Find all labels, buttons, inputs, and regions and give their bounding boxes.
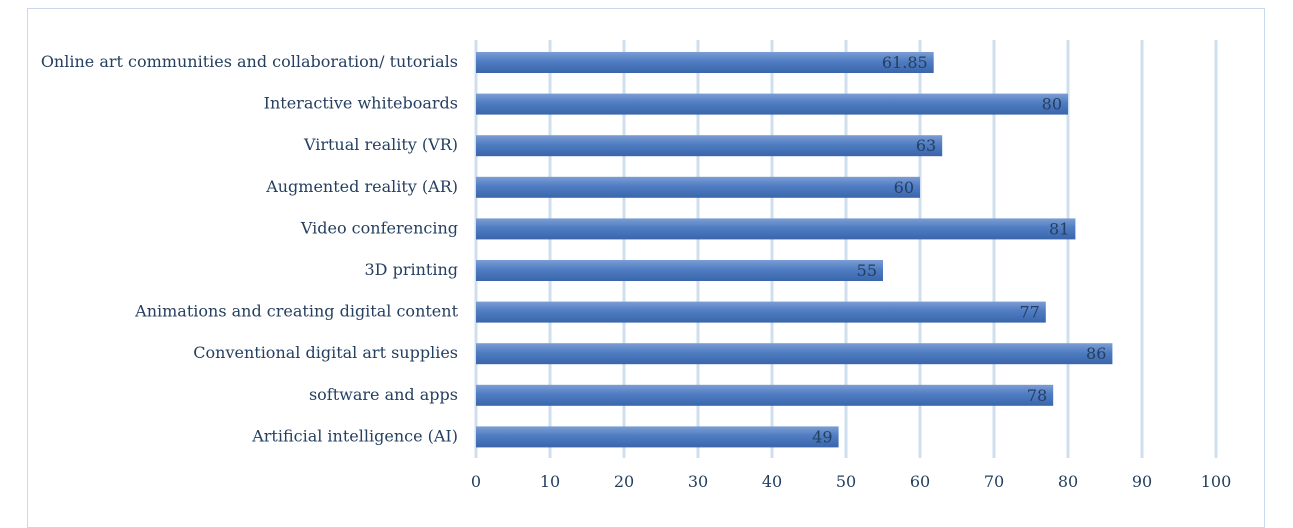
bar bbox=[476, 218, 1076, 240]
bar bbox=[476, 384, 1054, 406]
bar bbox=[476, 93, 1068, 115]
bar bbox=[476, 260, 883, 281]
category-label: Video conferencing bbox=[300, 218, 458, 237]
x-tick-label: 0 bbox=[471, 472, 481, 491]
bar-value-label: 60 bbox=[894, 178, 914, 197]
bar bbox=[476, 135, 943, 157]
bar-value-label: 49 bbox=[812, 427, 832, 446]
bar-chart: 61.85 80 63 60 81 55 77 86 78 49 Online art commu… bbox=[41, 40, 1231, 491]
bar-value-label: 81 bbox=[1049, 219, 1069, 238]
bar bbox=[476, 301, 1046, 323]
bar-value-label: 63 bbox=[916, 136, 936, 155]
bar-value-label: 86 bbox=[1086, 344, 1106, 363]
category-label: Online art communities and collaboration… bbox=[41, 52, 458, 71]
bar bbox=[476, 52, 934, 73]
x-tick-label: 80 bbox=[1058, 472, 1078, 491]
x-tick-label: 100 bbox=[1201, 472, 1232, 491]
bar-value-label: 78 bbox=[1027, 386, 1047, 405]
x-tick-label: 70 bbox=[984, 472, 1004, 491]
x-axis-tick-labels: 0 10 20 30 40 50 60 70 80 90 100 bbox=[471, 472, 1231, 491]
bar-value-label: 77 bbox=[1019, 303, 1039, 322]
x-tick-label: 40 bbox=[762, 472, 782, 491]
x-tick-label: 10 bbox=[540, 472, 560, 491]
bar-value-label: 55 bbox=[857, 261, 877, 280]
bar-value-label: 61.85 bbox=[882, 53, 928, 72]
x-tick-label: 90 bbox=[1132, 472, 1152, 491]
x-tick-label: 60 bbox=[910, 472, 930, 491]
category-label: software and apps bbox=[309, 385, 458, 404]
category-labels: Online art communities and collaboration… bbox=[41, 52, 459, 445]
x-tick-label: 20 bbox=[614, 472, 634, 491]
category-label: Animations and creating digital content bbox=[134, 302, 458, 321]
bar bbox=[476, 343, 1113, 365]
category-label: Augmented reality (AR) bbox=[265, 177, 458, 196]
bars bbox=[476, 52, 1113, 448]
data-labels: 61.85 80 63 60 81 55 77 86 78 49 bbox=[812, 53, 1106, 446]
x-tick-label: 50 bbox=[836, 472, 856, 491]
category-label: Artificial intelligence (AI) bbox=[251, 426, 458, 445]
category-label: 3D printing bbox=[365, 260, 459, 279]
bar-value-label: 80 bbox=[1042, 95, 1062, 114]
category-label: Conventional digital art supplies bbox=[193, 343, 458, 362]
bar bbox=[476, 426, 839, 448]
category-label: Interactive whiteboards bbox=[264, 94, 458, 113]
bar bbox=[476, 176, 920, 198]
x-tick-label: 30 bbox=[688, 472, 708, 491]
category-label: Virtual reality (VR) bbox=[303, 135, 458, 154]
